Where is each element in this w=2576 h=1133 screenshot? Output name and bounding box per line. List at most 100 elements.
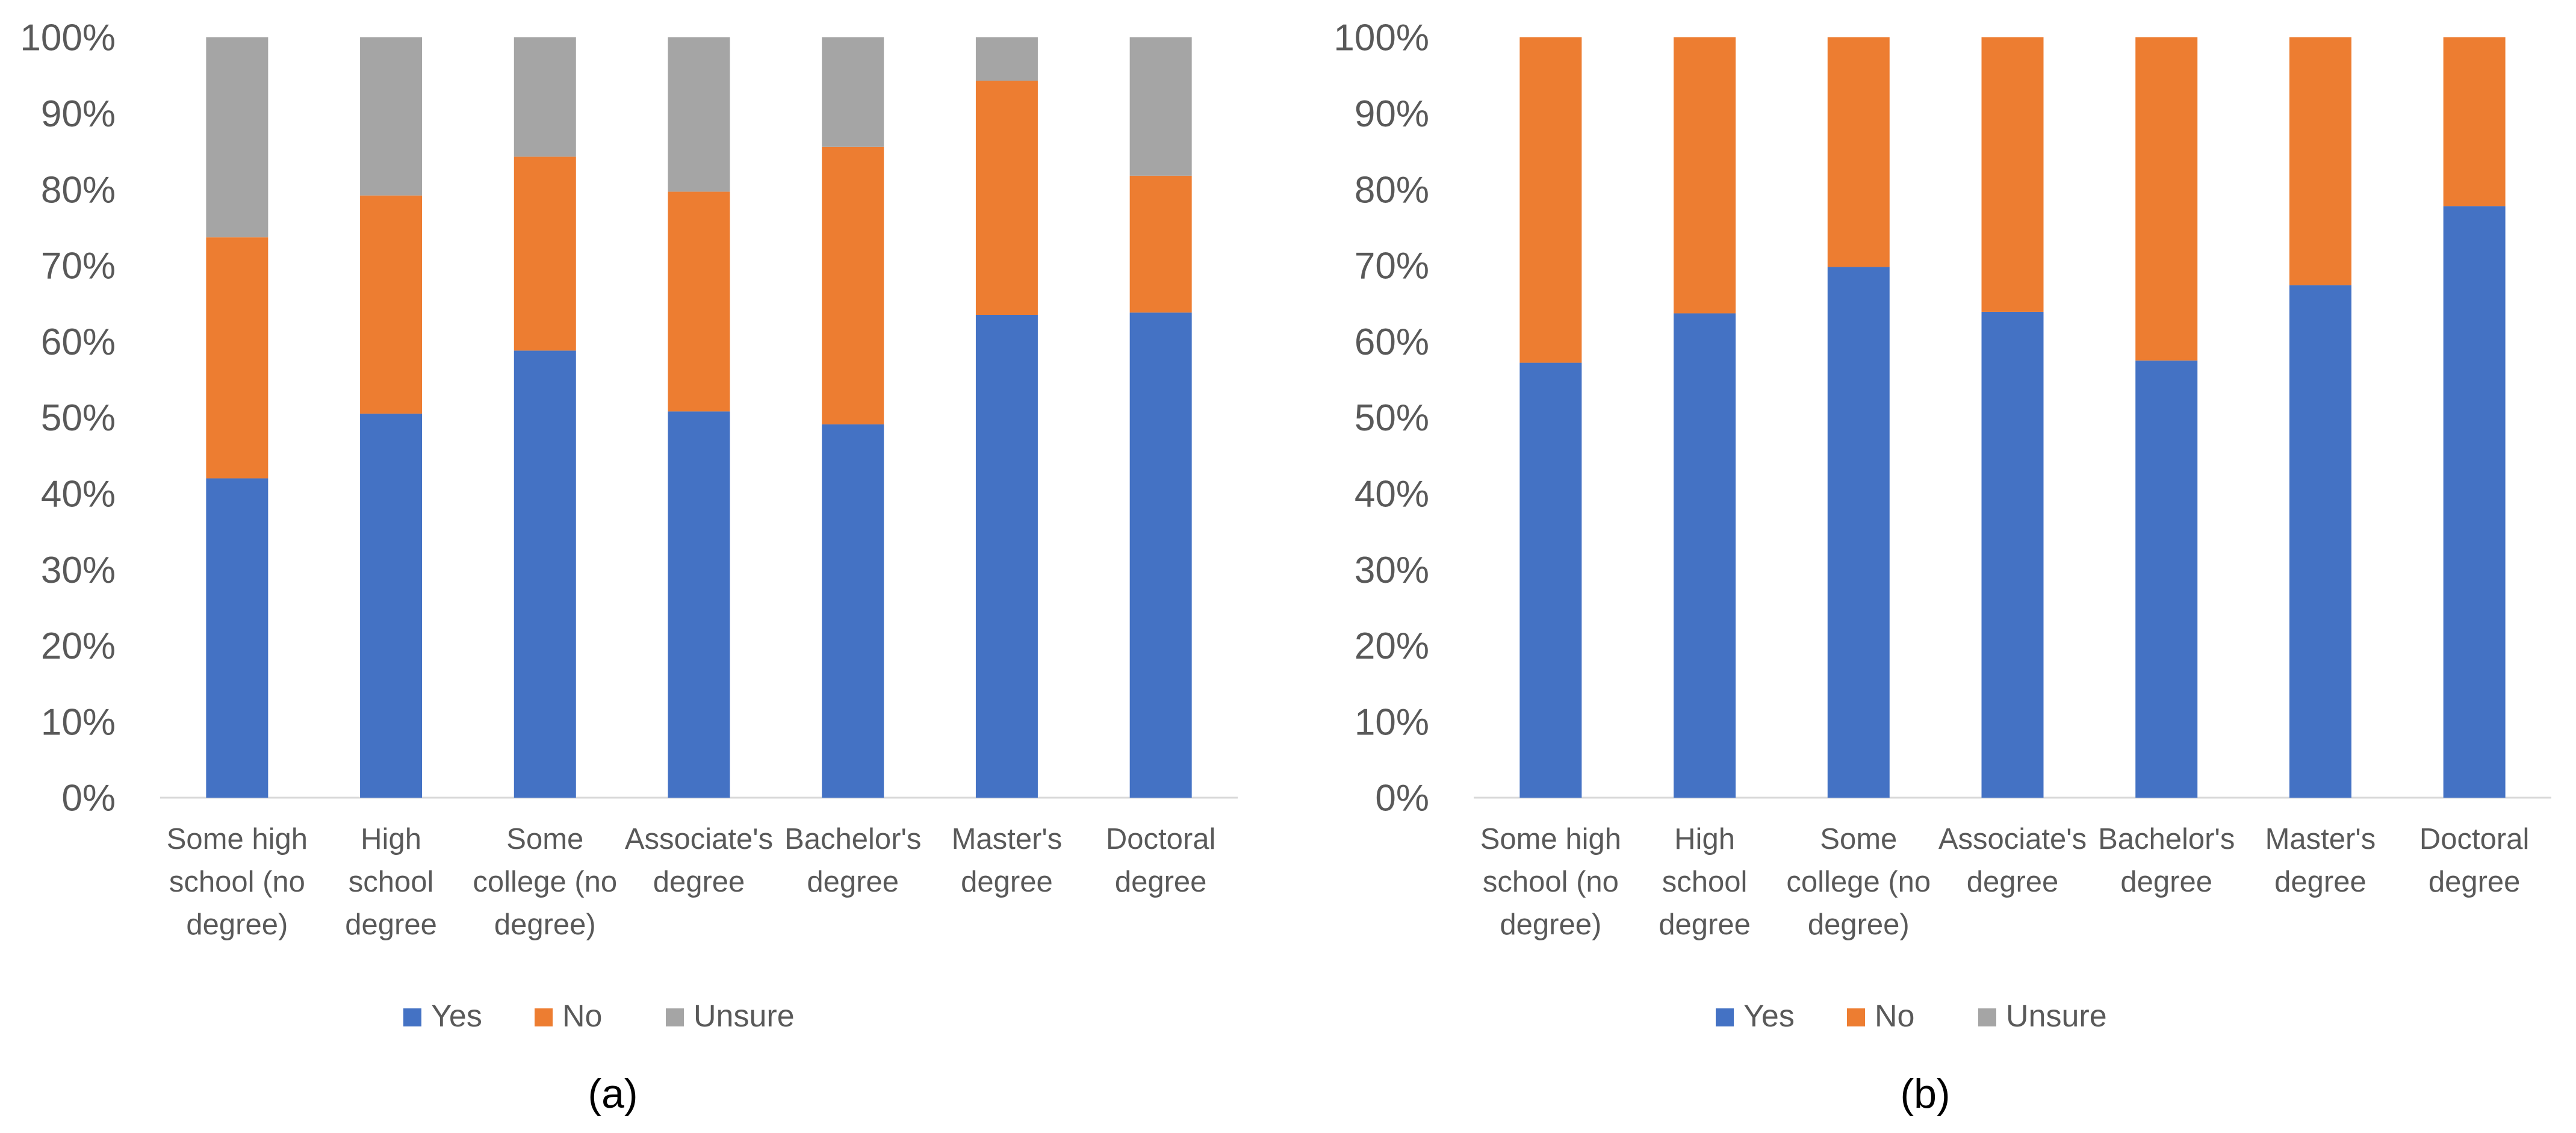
- bar-yes: [2443, 206, 2506, 798]
- y-tick-label: 30%: [1355, 550, 1429, 591]
- x-tick-label-line: Some: [506, 823, 583, 855]
- x-tick-label-line: Doctoral: [1106, 823, 1215, 855]
- y-tick-label: 70%: [1355, 246, 1429, 287]
- bar-no: [2289, 37, 2351, 285]
- x-tick-label-line: Bachelor's: [784, 823, 921, 855]
- bar-yes: [206, 478, 268, 798]
- bar-yes: [1129, 312, 1192, 798]
- x-tick-label: Bachelor's degree: [2098, 823, 2235, 898]
- x-tick-label-line: degree): [1808, 908, 1910, 941]
- bar-unsure: [360, 37, 423, 196]
- bar-yes: [514, 350, 576, 798]
- x-tick-label-line: degree: [1115, 866, 1207, 898]
- y-tick-label: 80%: [41, 169, 116, 211]
- x-tick-label-line: Master's: [2265, 823, 2376, 855]
- x-tick-label-line: degree: [1967, 866, 2059, 898]
- x-tick-label-line: college (no: [473, 866, 617, 898]
- y-tick-label: 50%: [1355, 397, 1429, 439]
- x-tick-label-line: degree): [494, 908, 596, 941]
- bar-no: [2443, 37, 2506, 206]
- x-tick-label: Doctoral degree: [2419, 823, 2529, 898]
- bar-no: [1827, 37, 1890, 267]
- legend-swatch-no: [535, 1008, 553, 1026]
- x-tick-label-line: Some high: [1480, 823, 1621, 855]
- bar-yes: [668, 411, 730, 798]
- bar-unsure: [668, 37, 730, 192]
- x-tick-label-line: degree): [186, 908, 288, 941]
- bar-yes: [1519, 362, 1582, 798]
- bar-no: [514, 157, 576, 351]
- x-tick-label-line: degree: [2120, 866, 2212, 898]
- x-tick-label-line: school (no: [1483, 866, 1619, 898]
- x-tick-label-line: Some high: [167, 823, 308, 855]
- x-tick-label-line: degree: [345, 908, 437, 941]
- x-tick-label-line: college (no: [1786, 866, 1931, 898]
- bar-unsure: [514, 37, 576, 157]
- legend-swatch-no: [1847, 1008, 1865, 1026]
- bar-yes: [2135, 360, 2198, 798]
- x-tick-label-line: Master's: [952, 823, 1063, 855]
- legend-swatch-yes: [403, 1008, 421, 1026]
- bar-no: [822, 146, 884, 424]
- bar-yes: [1674, 313, 1736, 798]
- y-tick-label: 40%: [1355, 474, 1429, 515]
- y-tick-label: 40%: [41, 474, 116, 515]
- y-tick-label: 30%: [41, 550, 116, 591]
- bar-no: [1519, 37, 1582, 363]
- panel-label: (b): [1900, 1071, 1950, 1117]
- bar-no: [1674, 37, 1736, 314]
- x-tick-label-line: Some: [1820, 823, 1897, 855]
- y-tick-label: 80%: [1355, 169, 1429, 211]
- bar-no: [1981, 37, 2044, 312]
- bar-unsure: [206, 37, 268, 238]
- legend-label-yes: Yes: [431, 999, 482, 1034]
- legend-swatch-unsure: [1978, 1008, 1996, 1026]
- y-tick-label: 10%: [1355, 701, 1429, 743]
- y-tick-label: 0%: [1375, 778, 1429, 819]
- x-tick-label: High school degree: [345, 823, 437, 941]
- y-tick-label: 60%: [41, 321, 116, 363]
- bar-yes: [2289, 285, 2351, 798]
- bar-no: [2135, 37, 2198, 361]
- bar-yes: [1981, 311, 2044, 798]
- x-tick-label-line: degree: [961, 866, 1053, 898]
- y-tick-label: 10%: [41, 701, 116, 743]
- x-tick-label: Some high school (no degree): [167, 823, 308, 941]
- legend-label-yes: Yes: [1743, 999, 1795, 1034]
- x-tick-label: Doctoral degree: [1106, 823, 1215, 898]
- x-tick-label-line: Doctoral: [2419, 823, 2529, 855]
- bar-unsure: [822, 37, 884, 147]
- bar-no: [975, 80, 1038, 315]
- x-tick-label-line: High: [361, 823, 421, 855]
- x-tick-label-line: school: [349, 866, 434, 898]
- x-tick-label: Bachelor's degree: [784, 823, 921, 898]
- x-tick-label-line: degree: [653, 866, 745, 898]
- x-tick-label-line: degree: [2274, 866, 2367, 898]
- x-tick-label: Master's degree: [952, 823, 1063, 898]
- x-tick-label: Associate's degree: [1938, 823, 2087, 898]
- y-tick-label: 100%: [1333, 17, 1429, 59]
- bar-unsure: [1129, 37, 1192, 176]
- bar-yes: [822, 424, 884, 798]
- x-tick-label-line: school: [1662, 866, 1748, 898]
- y-tick-label: 70%: [41, 246, 116, 287]
- x-tick-label: Some college (no degree): [1786, 823, 1931, 941]
- chart-a: 0% 10% 20% 30% 40% 50% 60% 70% 80% 90% 100% Some hi…: [20, 17, 1238, 1117]
- panel-label: (a): [588, 1071, 638, 1117]
- x-tick-label: Master's degree: [2265, 823, 2376, 898]
- x-tick-label-line: degree: [807, 866, 899, 898]
- legend-swatch-unsure: [666, 1008, 684, 1026]
- y-tick-label: 90%: [1355, 93, 1429, 135]
- bar-no: [1129, 175, 1192, 313]
- y-tick-label: 20%: [41, 625, 116, 667]
- y-tick-label: 20%: [1355, 625, 1429, 667]
- y-tick-label: 50%: [41, 397, 116, 439]
- x-tick-label-line: High: [1674, 823, 1735, 855]
- y-tick-label: 90%: [41, 93, 116, 135]
- x-tick-label-line: degree: [1659, 908, 1751, 941]
- y-tick-label: 60%: [1355, 321, 1429, 363]
- y-tick-label: 0%: [61, 778, 116, 819]
- legend-label-unsure: Unsure: [694, 999, 795, 1034]
- x-tick-label-line: degree): [1500, 908, 1601, 941]
